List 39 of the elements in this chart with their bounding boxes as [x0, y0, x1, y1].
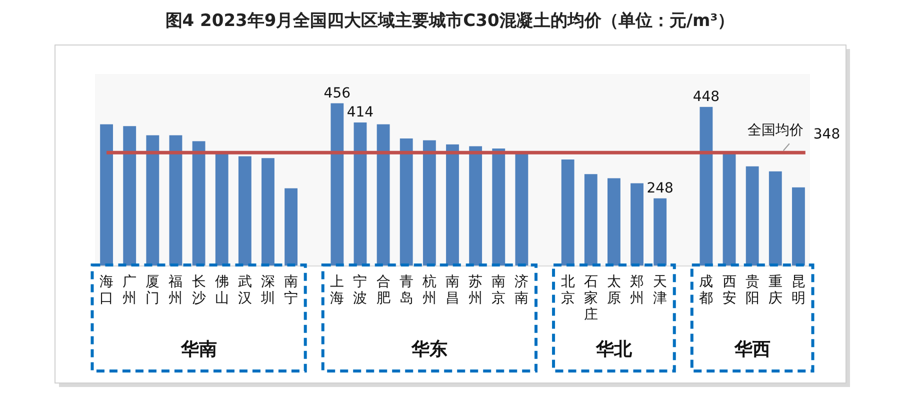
x-tick-label: 成都 [699, 274, 714, 306]
x-tick-label: 厦门 [146, 274, 160, 306]
text: 华北 [594, 339, 633, 360]
x-tick-label: 长沙 [192, 274, 206, 306]
data-label: 456 [324, 85, 351, 102]
x-tick-label: 武汉 [238, 274, 252, 306]
data-label: 248 [646, 180, 674, 196]
x-tick-label: 宁波 [353, 274, 368, 306]
x-tick-label: 郑州 [630, 274, 644, 306]
x-tick-label: 深圳 [260, 274, 275, 306]
x-tick-label: 佛山 [214, 274, 229, 306]
text: 华南 [180, 339, 217, 360]
text: 348 [813, 126, 840, 143]
text: 华西 [733, 339, 770, 360]
x-tick-label: 合肥 [376, 274, 390, 306]
x-tick-label: 太原 [606, 274, 621, 306]
x-tick-label: 上海 [330, 274, 344, 306]
ref-line-label: 全国均价 [747, 122, 804, 139]
x-tick-label: 杭州 [421, 274, 436, 306]
x-tick-label: 昆明 [791, 274, 806, 306]
x-tick-label: 贵阳 [745, 274, 760, 306]
x-tick-label: 南昌 [446, 274, 460, 306]
x-tick-label: 海口 [100, 274, 114, 306]
x-tick-label: 天津 [653, 274, 668, 306]
x-tick-label: 西安 [722, 274, 736, 306]
x-tick-label: 南宁 [284, 274, 298, 306]
x-tick-label: 北京 [560, 274, 575, 306]
x-tick-label: 重庆 [768, 274, 782, 306]
text: 华东 [410, 339, 448, 360]
x-tick-label: 福州 [168, 274, 183, 306]
x-tick-label: 石家庄 [584, 274, 598, 323]
x-tick-label: 广州 [122, 274, 137, 306]
x-tick-label: 青岛 [399, 274, 414, 306]
x-tick-label: 南京 [492, 274, 506, 306]
x-tick-label: 苏州 [468, 274, 483, 306]
x-tick-label: 济南 [514, 274, 529, 306]
data-label: 414 [346, 104, 374, 120]
chart-title: 图4 2023年9月全国四大区域主要城市C30混凝土的均价（单位：元/m³） [165, 11, 735, 31]
data-label: 448 [692, 88, 720, 105]
